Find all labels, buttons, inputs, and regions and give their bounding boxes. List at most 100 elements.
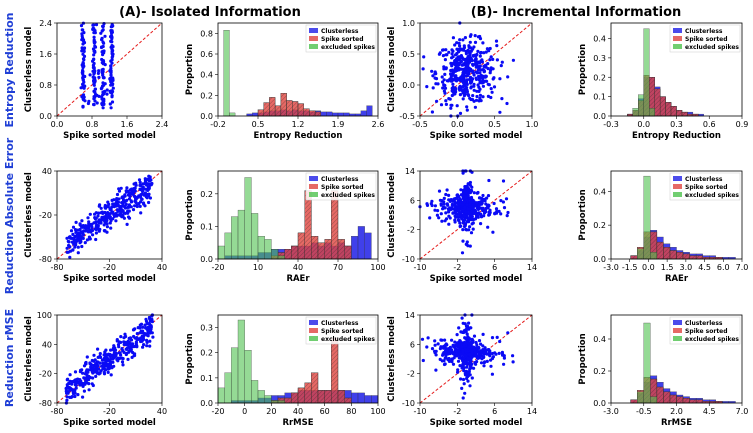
scatter-point [127, 209, 131, 213]
scatter-point [114, 219, 118, 223]
scatter-point [449, 348, 453, 352]
scatter-point [498, 339, 502, 344]
scatter-point [147, 200, 151, 205]
scatter-point [468, 183, 472, 187]
scatter-point [84, 224, 88, 228]
scatter-point [465, 88, 469, 92]
scatter-point [441, 86, 445, 90]
scatter-point [448, 77, 452, 81]
scatter-point [472, 73, 476, 77]
scatter-point [458, 339, 462, 343]
scatter-point [466, 70, 470, 74]
scatter-point [469, 326, 473, 330]
scatter-point [464, 330, 468, 334]
x-axis-label: Entropy Reduction [632, 131, 721, 141]
scatter-point [87, 388, 91, 392]
scatter-point [436, 209, 440, 213]
scatter-point [119, 186, 123, 190]
scatter-point [133, 204, 137, 208]
scatter-point [119, 335, 123, 339]
scatter-point [478, 71, 482, 75]
scatter-point [92, 53, 96, 57]
scatter-point [87, 220, 91, 224]
scatter-point [109, 29, 113, 33]
scatter-point [80, 36, 85, 40]
scatter-point [99, 31, 103, 35]
legend-swatch [309, 176, 318, 181]
y-tick-label: -2 [407, 226, 415, 235]
section-title-isolated: (A)- Isolated Information [119, 5, 301, 20]
scatter-point [83, 241, 87, 245]
scatter-point [468, 384, 472, 388]
bar-clusterless [351, 236, 359, 260]
scatter-point [143, 204, 147, 208]
scatter-point [478, 76, 482, 80]
scatter-point [145, 333, 149, 337]
scatter-point [483, 199, 487, 203]
bar-spike-sorted-hatch [317, 390, 325, 404]
scatter-point [447, 208, 451, 212]
scatter-point [474, 65, 478, 69]
x-tick-label: 0.3 [670, 120, 683, 129]
scatter-point [462, 369, 466, 373]
bar-clusterless [326, 111, 333, 117]
scatter-point [73, 389, 77, 393]
scatter-point [477, 207, 481, 211]
scatter-point [499, 212, 503, 216]
scatter-point [124, 340, 128, 345]
bar-excluded-spikes [223, 30, 230, 117]
scatter-point [465, 74, 469, 78]
y-tick-label: 40 [42, 340, 52, 349]
scatter-point [121, 196, 125, 200]
scatter-point [115, 338, 119, 342]
scatter-point [447, 222, 451, 226]
scatter-point [69, 388, 73, 392]
scatter-point [458, 364, 462, 368]
scatter-point [88, 212, 92, 216]
scatter-point [139, 322, 144, 326]
scatter-point [88, 222, 93, 227]
scatter-point [139, 193, 143, 197]
bar-spike-sorted-hatch [656, 241, 664, 260]
scatter-point [455, 193, 459, 197]
scatter-point [468, 225, 472, 229]
scatter-point [466, 55, 470, 59]
scatter-point [117, 189, 122, 193]
scatter-point [452, 356, 456, 360]
scatter-point [119, 340, 123, 344]
scatter-point [97, 229, 101, 233]
bar-excluded-spikes [638, 94, 644, 117]
scatter-point [421, 358, 425, 363]
bar-spike-sorted-hatch [659, 96, 666, 117]
scatter-point [430, 203, 434, 208]
scatter-point [445, 188, 449, 192]
scatter-point [450, 89, 454, 93]
bar-clusterless [364, 395, 372, 404]
scatter-point [425, 85, 429, 89]
scatter-point [476, 356, 480, 360]
scatter-point [115, 192, 120, 197]
scatter-point [120, 356, 124, 360]
scatter-point [444, 353, 448, 358]
scatter-point [94, 237, 98, 242]
scatter-point [458, 38, 462, 42]
scatter-point [465, 108, 469, 112]
bar-clusterless [252, 112, 259, 117]
scatter-point [141, 182, 145, 186]
x-tick-label: -0.2 [210, 120, 226, 129]
scatter-point [452, 207, 457, 211]
scatter-point [488, 208, 492, 212]
scatter-point [482, 51, 486, 55]
scatter-point [463, 322, 467, 326]
scatter-point [463, 36, 467, 40]
scatter-point [460, 330, 465, 334]
scatter-point [101, 28, 105, 32]
scatter-point [110, 61, 114, 65]
scatter-point [116, 343, 121, 347]
scatter-point [505, 214, 509, 218]
scatter-point [430, 347, 435, 351]
scatter-point [492, 201, 496, 206]
scatter-point [460, 216, 464, 220]
scatter-point [466, 335, 470, 339]
